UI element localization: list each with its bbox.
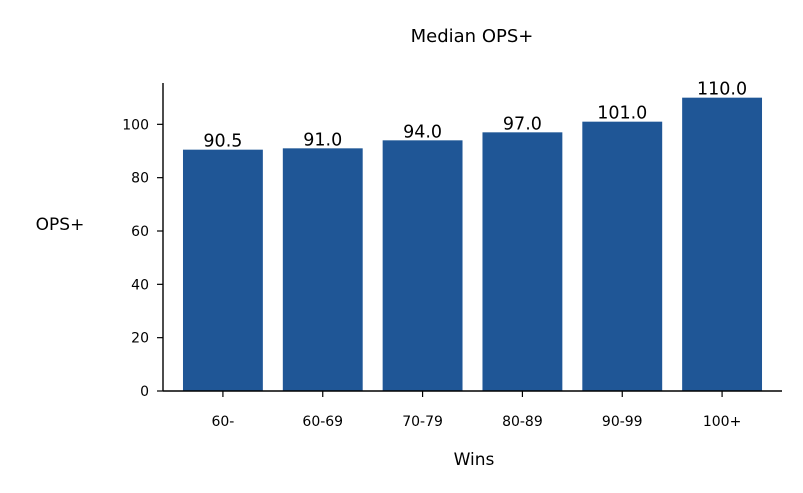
bar-70-79: [382, 140, 463, 391]
data-label-90-99: 101.0: [597, 104, 647, 124]
bars-group: [182, 97, 763, 392]
x-axis-ticks: 60- 60-69 70-79 80-89 90-99 100+: [211, 391, 741, 430]
y-tick-label-100: 100: [122, 117, 149, 133]
bar-80-89: [482, 132, 563, 391]
y-axis-label: OPS+: [36, 215, 85, 235]
data-label-80-89: 97.0: [503, 114, 542, 134]
data-labels-group: 90.5 91.0 94.0 97.0 101.0 110.0: [203, 80, 747, 152]
bar-100+: [682, 97, 763, 392]
x-tick-label-100+: 100+: [703, 414, 741, 430]
x-tick-label-90-99: 90-99: [602, 414, 643, 430]
data-label-60-69: 91.0: [303, 130, 342, 150]
bar-90-99: [582, 121, 663, 392]
x-tick-label-70-79: 70-79: [402, 414, 443, 430]
y-tick-label-0: 0: [140, 384, 149, 400]
chart-title: Median OPS+: [411, 26, 534, 47]
bar-60-: [182, 149, 263, 391]
y-tick-label-60: 60: [131, 224, 149, 240]
x-tick-label-60-69: 60-69: [302, 414, 343, 430]
y-tick-label-80: 80: [131, 171, 149, 187]
data-label-100+: 110.0: [697, 80, 747, 100]
x-tick-label-60-: 60-: [211, 414, 234, 430]
bar-60-69: [282, 148, 363, 391]
x-axis-label: Wins: [454, 450, 495, 470]
y-tick-label-20: 20: [131, 331, 149, 347]
x-tick-label-80-89: 80-89: [502, 414, 543, 430]
y-axis-ticks: 0 20 40 60 80 100: [122, 117, 163, 400]
data-label-60-: 90.5: [203, 132, 242, 152]
y-tick-label-40: 40: [131, 277, 149, 293]
data-label-70-79: 94.0: [403, 122, 442, 142]
